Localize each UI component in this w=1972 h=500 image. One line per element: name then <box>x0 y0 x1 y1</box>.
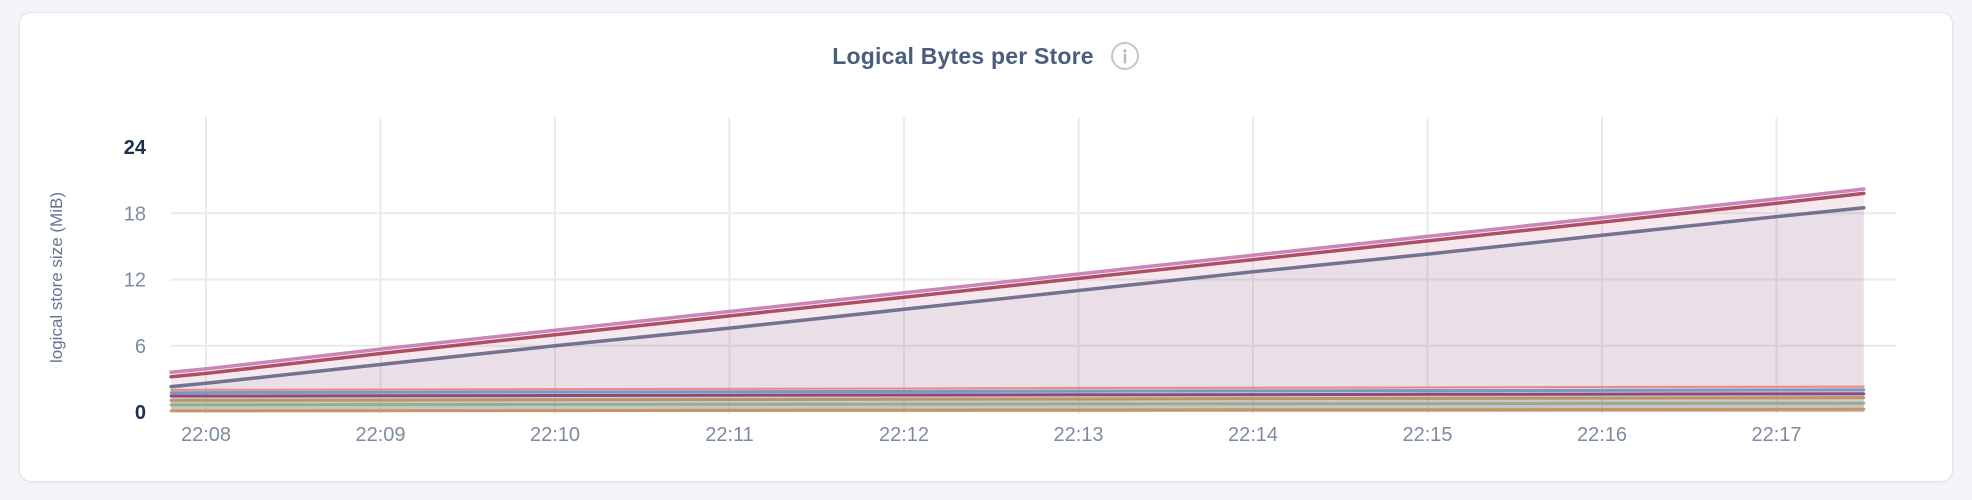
chart-header: Logical Bytes per Store <box>20 41 1952 71</box>
line-store-2 <box>169 191 1866 379</box>
line-store-3 <box>169 205 1866 389</box>
y-tick-label: 6 <box>135 336 146 358</box>
area-store-1 <box>171 189 1864 412</box>
line-store-1 <box>169 187 1866 375</box>
y-axis-labels: 0 6 12 18 24 <box>124 137 147 424</box>
x-tick-label: 22:15 <box>1402 424 1452 446</box>
x-tick-label: 22:13 <box>1053 424 1103 446</box>
x-tick-label: 22:10 <box>530 424 580 446</box>
x-tick-label: 22:09 <box>355 424 405 446</box>
area-store-3 <box>171 207 1864 412</box>
y-tick-label: 18 <box>124 203 146 225</box>
line-store-4 <box>170 385 1865 391</box>
line-store-5 <box>169 388 1866 395</box>
chart-canvas[interactable]: 22:08 22:09 22:10 22:11 22:12 22:13 22:14 22:15… <box>20 13 1954 483</box>
y-tick-label: 12 <box>124 270 146 292</box>
chart-title: Logical Bytes per Store <box>832 42 1094 69</box>
x-axis-labels: 22:08 22:09 22:10 22:11 22:12 22:13 22:14 22:15… <box>181 424 1802 446</box>
y-axis-title: logical store size (MiB) <box>47 192 66 364</box>
chart-card: 22:08 22:09 22:10 22:11 22:12 22:13 22:14 22:15… <box>19 12 1953 482</box>
x-tick-label: 22:17 <box>1751 424 1801 446</box>
line-store-9 <box>169 407 1866 413</box>
line-store-8 <box>169 401 1866 407</box>
area-store-2 <box>171 193 1864 412</box>
info-icon[interactable] <box>1110 41 1140 71</box>
x-tick-label: 22:12 <box>879 424 929 446</box>
gridlines <box>171 117 1896 414</box>
line-store-7 <box>169 396 1866 402</box>
x-tick-label: 22:08 <box>181 424 231 446</box>
x-tick-label: 22:14 <box>1228 424 1278 446</box>
series-lines <box>169 187 1866 413</box>
y-tick-label: 24 <box>124 137 147 159</box>
y-tick-label: 0 <box>135 402 146 424</box>
x-tick-label: 22:11 <box>705 424 754 446</box>
line-store-6 <box>169 392 1866 398</box>
x-tick-label: 22:16 <box>1577 424 1627 446</box>
